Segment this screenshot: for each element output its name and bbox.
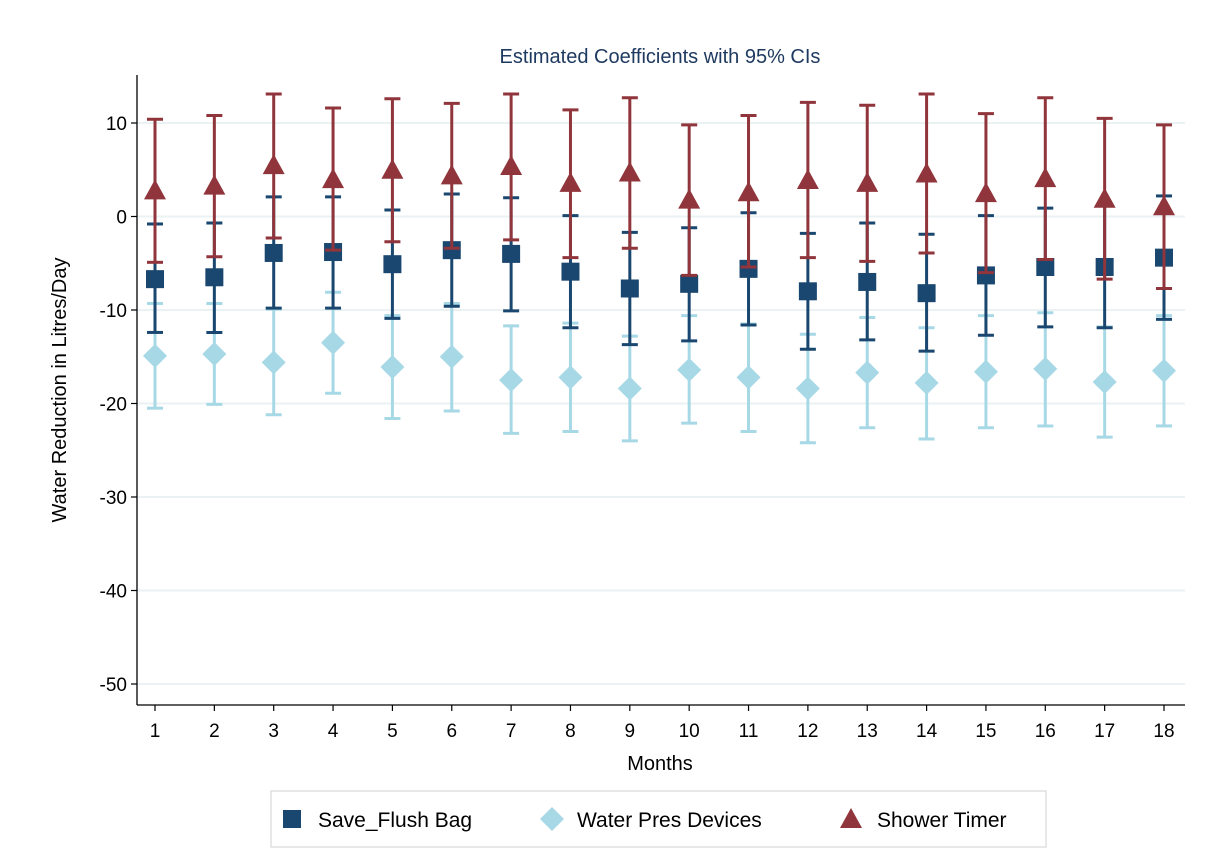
data-point-square — [205, 268, 224, 287]
series-layer — [143, 92, 1176, 445]
x-tick-label: 15 — [975, 721, 996, 742]
data-point-diamond — [973, 359, 998, 384]
data-point-triangle — [500, 155, 523, 176]
series-shower-timer — [144, 92, 1175, 290]
data-point-triangle — [974, 182, 997, 203]
y-tick-label: 10 — [106, 114, 127, 135]
data-point-square — [917, 284, 936, 303]
data-point-diamond — [914, 370, 939, 395]
data-point-square — [1036, 257, 1055, 276]
legend-label-save-flush-bag: Save_Flush Bag — [318, 809, 472, 832]
x-tick-label: 1 — [150, 721, 161, 742]
data-point-triangle — [678, 188, 701, 209]
data-point-triangle — [262, 154, 285, 175]
data-point-triangle — [1093, 187, 1116, 208]
data-point-diamond — [202, 341, 227, 366]
grid-layer — [137, 122, 1185, 685]
x-tick-label: 13 — [857, 721, 878, 742]
x-tick-label: 16 — [1035, 721, 1056, 742]
data-point-diamond — [1033, 356, 1058, 381]
x-tick-label: 7 — [506, 721, 517, 742]
legend-triangle-marker — [840, 808, 862, 828]
data-point-square — [146, 270, 164, 289]
x-tick-label: 11 — [739, 721, 759, 742]
axes-layer: 100-10-20-30-40-501 2 3 4 5 6 7 8 9 10 11 12 13 14 15 1… — [100, 75, 1185, 742]
y-axis-label: Water Reduction in Litres/Day — [49, 258, 71, 523]
x-tick-label: 3 — [268, 721, 279, 742]
y-tick-label: -20 — [100, 395, 127, 416]
data-point-triangle — [1034, 167, 1057, 188]
x-tick-label: 8 — [565, 721, 576, 742]
data-point-square — [561, 262, 580, 281]
data-point-square — [502, 244, 521, 263]
data-point-diamond — [321, 330, 346, 355]
data-point-diamond — [380, 355, 405, 380]
y-tick-label: 0 — [116, 208, 127, 229]
data-point-triangle — [381, 158, 404, 179]
chart-title: Estimated Coefficients with 95% CIs — [500, 46, 821, 68]
data-point-triangle — [915, 162, 938, 183]
data-point-square — [680, 274, 699, 293]
data-point-square — [976, 266, 995, 285]
data-point-triangle — [440, 164, 463, 185]
data-point-triangle — [203, 174, 226, 195]
data-point-diamond — [795, 376, 820, 401]
x-axis-label: Months — [627, 753, 693, 775]
x-tick-label: 5 — [387, 721, 398, 742]
data-point-triangle — [559, 171, 582, 192]
data-point-triangle — [1153, 195, 1175, 216]
data-point-triangle — [856, 171, 879, 192]
data-point-diamond — [677, 357, 702, 382]
data-point-diamond — [1152, 358, 1176, 383]
legend-box — [270, 790, 1047, 848]
x-tick-label: 12 — [797, 721, 818, 742]
x-tick-label: 10 — [679, 721, 700, 742]
data-point-triangle — [796, 169, 819, 190]
x-tick-label: 4 — [328, 721, 339, 742]
y-tick-label: -30 — [100, 488, 127, 509]
data-point-square — [442, 241, 461, 260]
data-point-diamond — [499, 368, 524, 393]
x-tick-label: 6 — [446, 721, 457, 742]
y-tick-label: -10 — [100, 301, 127, 322]
data-point-triangle — [144, 179, 166, 200]
x-tick-label: 17 — [1094, 721, 1115, 742]
x-tick-label: 9 — [625, 721, 636, 742]
data-point-square — [324, 243, 343, 262]
data-point-diamond — [439, 344, 464, 369]
data-point-diamond — [855, 360, 880, 385]
data-point-square — [798, 282, 817, 301]
legend-label-water-pres-devices: Water Pres Devices — [577, 809, 762, 832]
legend-diamond-marker — [540, 807, 564, 831]
legend: Save_Flush Bag Water Pres Devices Shower… — [270, 790, 1047, 848]
y-tick-label: -50 — [100, 675, 127, 696]
data-point-square — [620, 279, 639, 298]
data-point-diamond — [1092, 369, 1117, 394]
data-point-triangle — [737, 181, 760, 202]
x-tick-label: 2 — [209, 721, 220, 742]
legend-square-marker — [283, 810, 301, 828]
data-point-diamond — [143, 343, 167, 368]
data-point-diamond — [617, 376, 642, 401]
y-tick-label: -40 — [100, 582, 127, 603]
data-point-triangle — [618, 161, 641, 182]
x-tick-label: 14 — [916, 721, 938, 742]
data-point-diamond — [736, 365, 761, 390]
data-point-square — [858, 272, 877, 291]
data-point-diamond — [558, 365, 583, 390]
data-point-triangle — [322, 168, 345, 189]
legend-label-shower-timer: Shower Timer — [877, 809, 1007, 832]
data-point-square — [264, 243, 283, 262]
data-point-diamond — [261, 350, 286, 375]
data-point-square — [739, 259, 758, 278]
x-tick-label: 18 — [1153, 721, 1174, 742]
data-point-square — [383, 255, 402, 274]
